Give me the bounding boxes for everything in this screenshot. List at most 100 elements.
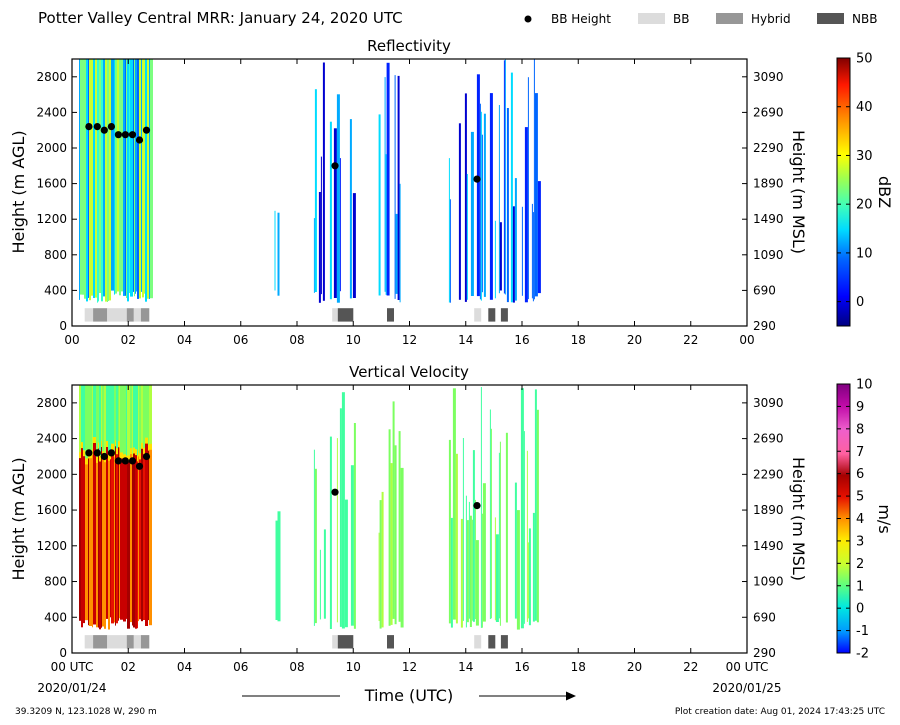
echo-column <box>353 423 356 629</box>
echo-column <box>534 389 537 621</box>
echo-column <box>514 178 517 301</box>
echo-column <box>79 59 80 300</box>
echo-column-upper <box>143 385 145 450</box>
reflectivity-plot-frame <box>71 58 748 327</box>
footer-creation-date: Plot creation date: Aug 01, 2024 17:43:2… <box>675 707 885 717</box>
colorbar-tick-label: 7 <box>856 445 864 460</box>
echo-column <box>108 385 110 630</box>
y-tick-label: 800 <box>44 248 67 262</box>
echo-column <box>145 385 148 626</box>
echo-column <box>388 429 391 626</box>
x-tick-label: 06 <box>233 660 248 674</box>
echo-column <box>489 409 491 619</box>
classification-segment <box>332 635 338 649</box>
echo-column <box>323 529 326 619</box>
echo-transition <box>132 454 133 461</box>
echo-column <box>449 199 451 303</box>
colorbar-tick-label: 0 <box>856 602 864 617</box>
echo-column <box>336 438 338 623</box>
echo-column-upper <box>133 385 135 450</box>
echo-column <box>533 59 535 300</box>
bb-height-point <box>121 457 129 465</box>
bb-height-point <box>85 123 93 131</box>
x-tick-label: 08 <box>289 333 304 347</box>
colorbar-tick-label: 5 <box>856 490 864 505</box>
echo-column <box>499 441 501 626</box>
colorbar-tick-label: 30 <box>856 149 873 164</box>
echo-column <box>119 59 121 296</box>
echo-column <box>314 89 317 292</box>
echo-column <box>99 385 101 630</box>
echo-column <box>147 59 149 299</box>
echo-column <box>479 103 481 300</box>
classification-segment <box>84 635 94 649</box>
y-tick-label: 2400 <box>36 432 67 446</box>
echo-column <box>329 121 332 300</box>
echo-column-upper <box>132 385 133 457</box>
x-tick-label: 22 <box>683 660 698 674</box>
reflectivity-y-ticks-right: 290 690 1090 1490 1890 2290 2690 3090 <box>742 70 784 333</box>
echo-column <box>108 59 109 301</box>
reflectivity-colorbar-label: dBZ <box>875 176 894 208</box>
echo-column <box>320 156 322 295</box>
echo-transition <box>130 448 132 455</box>
echo-column <box>537 181 541 294</box>
echo-column <box>141 59 142 292</box>
echo-column <box>483 113 486 297</box>
classification-segment <box>107 635 127 649</box>
echo-column <box>531 203 533 299</box>
echo-column <box>514 482 517 619</box>
echo-column <box>397 75 400 301</box>
echo-column <box>336 94 340 303</box>
colorbar-tick-label: 10 <box>856 378 873 393</box>
classification-segment <box>387 308 394 322</box>
reflectivity-colorbar-ticks: 50 40 30 20 10 0 <box>837 52 873 310</box>
y-tick-label-right: 3090 <box>753 70 784 84</box>
echo-column <box>322 62 325 301</box>
y-tick-label-right: 290 <box>753 319 776 333</box>
colorbar-tick-label: 9 <box>856 400 864 415</box>
echo-column-upper <box>135 385 137 452</box>
echo-column <box>489 93 493 300</box>
y-tick-label-right: 3090 <box>753 396 784 410</box>
echo-column <box>400 467 404 628</box>
echo-column <box>133 385 135 628</box>
bb-height-point <box>107 449 115 457</box>
echo-column <box>532 512 535 622</box>
echo-column <box>86 59 88 302</box>
colorbar-tick-label: 1 <box>856 579 864 594</box>
echo-column <box>452 388 456 620</box>
x-tick-label: 04 <box>177 660 192 674</box>
echo-transition <box>81 442 83 449</box>
y-tick-label-right: 1890 <box>753 177 784 191</box>
start-date-label: 2020/01/24 <box>37 681 106 695</box>
echo-column <box>480 387 482 628</box>
echo-column <box>141 385 143 622</box>
echo-column <box>458 123 461 300</box>
echo-transition <box>106 441 108 447</box>
velocity-colorbar-label: m/s <box>875 504 894 533</box>
x-tick-label: 12 <box>402 660 417 674</box>
legend-label-hybrid: Hybrid <box>751 12 791 26</box>
echo-column <box>472 450 475 622</box>
velocity-y-ticks-right: 290 690 1090 1490 1890 2290 2690 3090 <box>742 396 784 660</box>
echo-column-upper <box>83 385 85 453</box>
echo-column <box>115 385 116 626</box>
echo-transition <box>139 453 141 460</box>
echo-column <box>145 59 147 302</box>
echo-column <box>88 59 89 298</box>
bb-height-point <box>114 457 122 465</box>
time-arrow-head <box>566 691 576 701</box>
classification-segment <box>93 308 108 322</box>
reflectivity-data-layer <box>79 59 541 322</box>
bb-height-point <box>142 452 151 461</box>
echo-column <box>126 59 127 298</box>
echo-column <box>81 385 83 628</box>
echo-transition <box>141 442 143 449</box>
bb-height-point <box>93 449 101 457</box>
echo-column <box>98 385 99 628</box>
velocity-y-label: Height (m AGL) <box>9 457 28 580</box>
echo-column-upper <box>118 385 119 444</box>
x-tick-label: 06 <box>233 333 248 347</box>
bb-height-point <box>121 131 129 139</box>
